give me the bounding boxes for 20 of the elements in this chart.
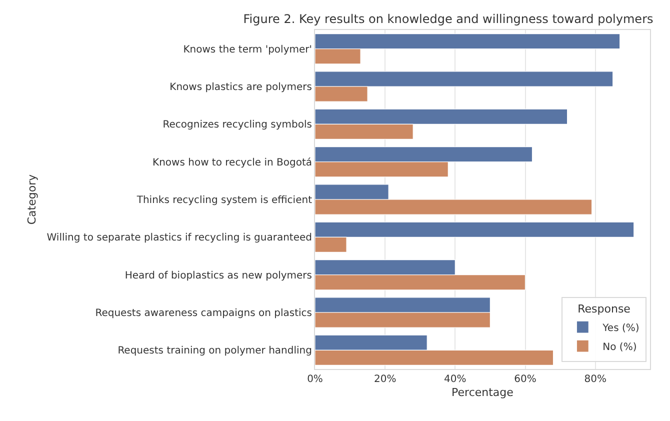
x-tick-label: 60% bbox=[514, 374, 536, 385]
y-tick-label: Requests awareness campaigns on plastics bbox=[95, 308, 312, 319]
y-tick-label: Thinks recycling system is efficient bbox=[136, 195, 312, 206]
y-tick-label: Heard of bioplastics as new polymers bbox=[124, 270, 312, 282]
x-axis-title: Percentage bbox=[452, 386, 514, 400]
x-tick-label: 40% bbox=[444, 374, 466, 385]
legend-label: Yes (%) bbox=[602, 322, 640, 334]
y-tick-label: Knows how to recycle in Bogotá bbox=[152, 157, 312, 168]
y-axis-title: Category bbox=[25, 174, 38, 225]
y-tick-label: Knows plastics are polymers bbox=[170, 82, 312, 93]
legend-title: Response bbox=[578, 302, 631, 316]
legend-label: No (%) bbox=[602, 342, 637, 353]
y-tick-label: Recognizes recycling symbols bbox=[162, 120, 312, 131]
y-tick-label: Knows the term 'polymer' bbox=[183, 44, 312, 56]
y-tick-label: Willing to separate plastics if recycling is guaranteed bbox=[46, 232, 312, 244]
y-tick-label: Requests training on polymer handling bbox=[118, 346, 312, 357]
x-tick-label: 80% bbox=[584, 374, 606, 385]
x-tick-label: 20% bbox=[374, 374, 396, 385]
chart-title: Figure 2. Key results on knowledge and willingness toward polymers bbox=[243, 12, 654, 26]
x-tick-label: 0% bbox=[307, 374, 323, 385]
